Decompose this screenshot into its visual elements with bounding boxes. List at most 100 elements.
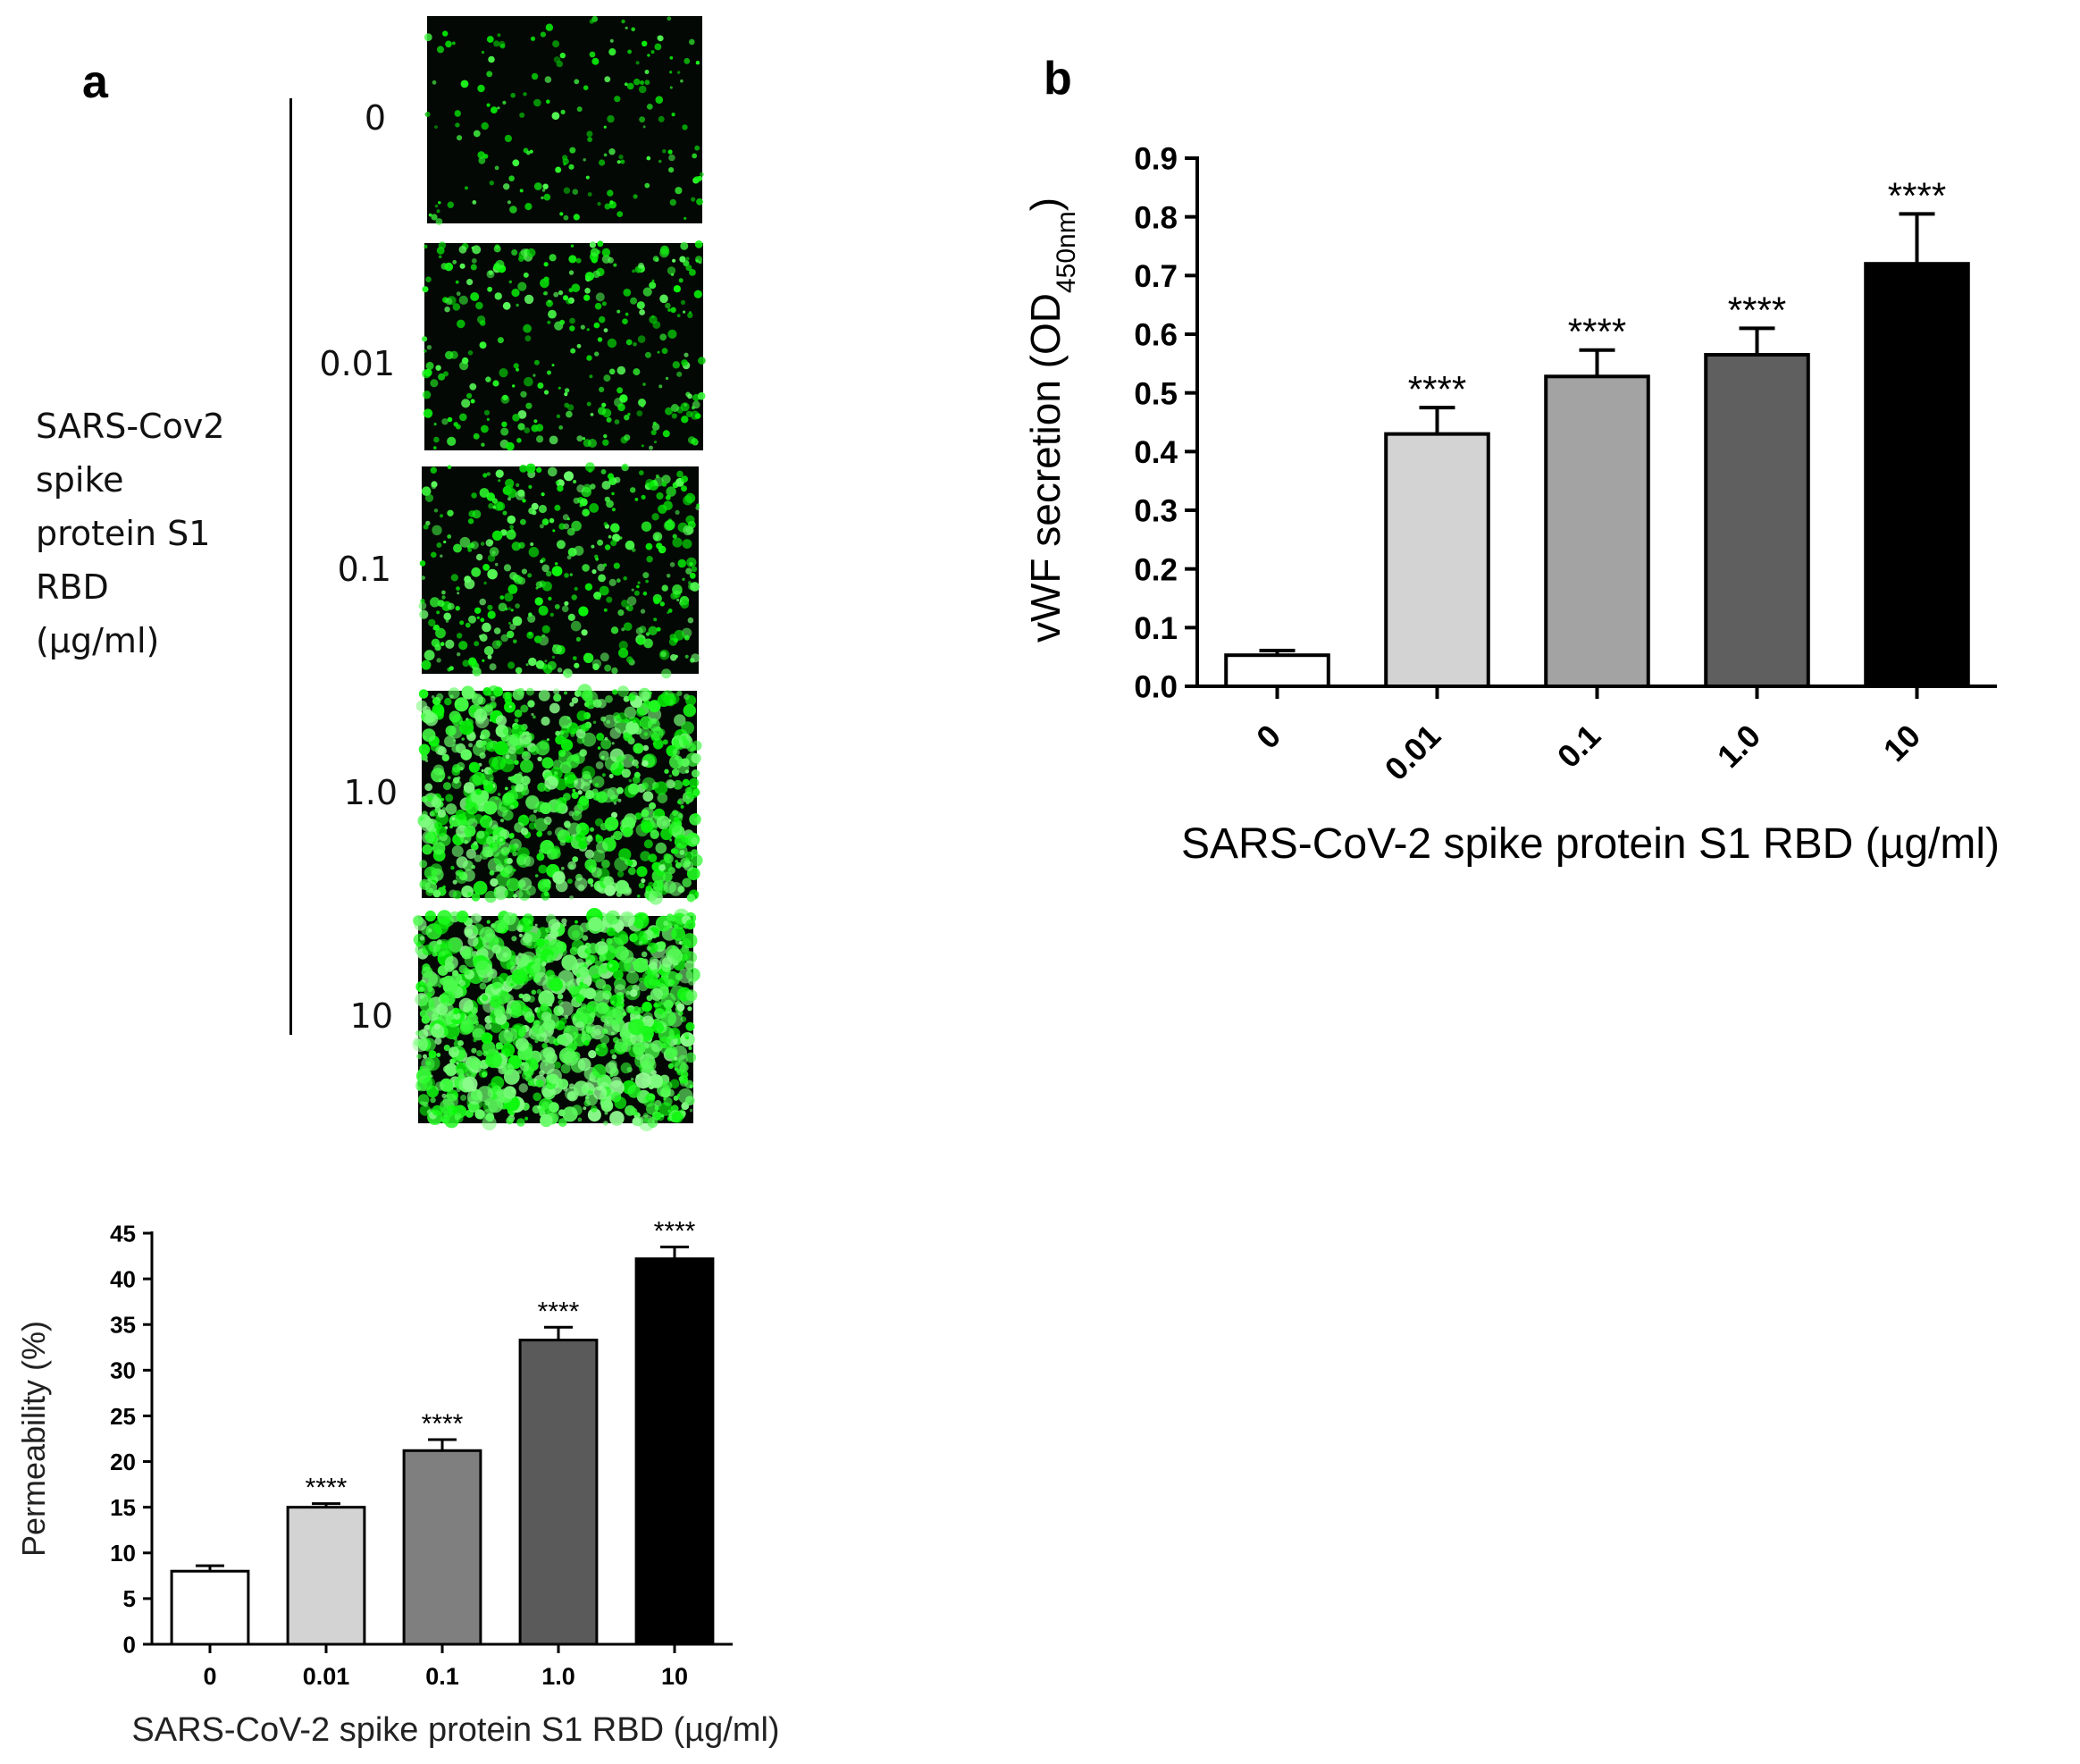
fluorescence-speck [546, 954, 555, 963]
fluorescence-speck [640, 80, 644, 85]
fluorescence-speck [481, 1032, 493, 1045]
fluorescence-speck [604, 817, 619, 831]
fluorescence-speck [582, 437, 586, 441]
fluorescence-speck [562, 155, 568, 161]
y-axis-title-subscript: 450nm [1052, 211, 1081, 293]
fluorescence-speck [576, 435, 583, 442]
fluorescence-speck [674, 714, 686, 727]
fluorescence-speck [540, 278, 549, 289]
fluorescence-speck [624, 415, 630, 421]
fluorescence-speck [516, 483, 520, 488]
fluorescence-speck [480, 542, 485, 546]
fluorescence-speck [607, 960, 619, 972]
fluorescence-speck [569, 701, 575, 707]
fluorescence-speck [473, 130, 481, 138]
fluorescence-speck [620, 1062, 632, 1074]
fluorescence-speck [424, 244, 428, 249]
fluorescence-speck [638, 977, 644, 983]
fluorescence-speck [575, 257, 582, 264]
fluorescence-speck [534, 597, 543, 606]
fluorescence-speck [582, 1030, 586, 1036]
fluorescence-speck [700, 172, 704, 177]
fluorescence-speck [650, 429, 657, 436]
fluorescence-speck [607, 114, 615, 123]
fluorescence-speck [523, 924, 530, 932]
fluorescence-speck [569, 317, 575, 324]
fluorescence-speck [495, 469, 504, 478]
fluorescence-speck [447, 201, 454, 208]
fluorescence-speck [445, 619, 449, 623]
fluorescence-speck [673, 1095, 679, 1101]
x-tick-label: 0.01 [1378, 718, 1448, 788]
fluorescence-speck [419, 987, 424, 992]
fluorescence-speck [655, 96, 664, 104]
fluorescence-speck [540, 802, 552, 815]
fluorescence-speck [502, 100, 507, 105]
fluorescence-speck [568, 615, 574, 620]
fluorescence-speck [534, 874, 539, 878]
fluorescence-speck [668, 154, 675, 162]
fluorescence-speck [595, 835, 604, 844]
fluorescence-speck [494, 562, 499, 567]
fluorescence-speck [539, 524, 544, 529]
fluorescence-speck [658, 941, 667, 950]
fluorescence-speck [513, 1006, 516, 1010]
fluorescence-speck [514, 760, 519, 765]
fluorescence-speck [497, 806, 507, 818]
fluorescence-speck [449, 350, 458, 359]
fluorescence-speck [617, 403, 625, 412]
fluorescence-speck [474, 641, 480, 647]
fluorescence-speck [465, 622, 471, 628]
fluorescence-speck [520, 827, 529, 836]
bar-1.0 [518, 1339, 599, 1646]
fluorescence-speck [666, 486, 676, 497]
fluorescence-speck [463, 967, 471, 976]
y-tick-label: 0.9 [1134, 142, 1178, 177]
fluorescence-speck [444, 262, 454, 272]
fluorescence-speck [452, 890, 462, 900]
fluorescence-speck [548, 309, 557, 319]
fluorescence-speck [644, 70, 650, 74]
fluorescence-speck [659, 294, 668, 304]
fluorescence-speck [604, 885, 616, 896]
fluorescence-speck [553, 876, 559, 882]
fluorescence-speck [431, 483, 437, 490]
fluorescence-speck [611, 1054, 617, 1060]
fluorescence-speck [675, 509, 680, 516]
fluorescence-speck [547, 660, 557, 670]
fluorescence-speck [578, 606, 589, 617]
fluorescence-speck [568, 270, 575, 275]
fluorescence-speck [622, 318, 628, 325]
fluorescence-speck [601, 248, 611, 257]
fluorescence-speck [634, 1072, 651, 1089]
fluorescence-speck [487, 604, 493, 610]
fluorescence-speck [421, 575, 426, 580]
fluorescence-speck [633, 194, 638, 199]
fluorescence-speck [613, 562, 620, 569]
fluorescence-speck [535, 741, 550, 756]
fluorescence-speck [518, 952, 523, 957]
fluorescence-speck [441, 590, 446, 595]
fluorescence-speck [560, 1063, 571, 1074]
fluorescence-speck [425, 276, 432, 283]
fluorescence-speck [629, 989, 638, 997]
fluorescence-speck [581, 629, 588, 636]
fluorescence-speck [591, 544, 595, 549]
fluorescence-speck [511, 936, 517, 942]
fluorescence-speck [567, 404, 575, 411]
fluorescence-speck [646, 155, 651, 161]
fluorescence-speck [451, 41, 456, 46]
fluorescence-speck [537, 878, 551, 893]
fluorescence-speck [641, 807, 655, 821]
fluorescence-speck [489, 547, 499, 557]
fluorescence-speck [464, 839, 469, 844]
fluorescence-speck [682, 124, 688, 130]
fluorescence-speck [558, 386, 561, 390]
fluorescence-speck [601, 773, 607, 777]
fluorescence-speck [645, 886, 652, 892]
fluorescence-speck [693, 290, 702, 298]
fluorescence-speck [688, 1046, 692, 1050]
significance-label: **** [1888, 174, 1946, 216]
fluorescence-speck [434, 1081, 445, 1091]
fluorescence-speck [421, 795, 428, 803]
